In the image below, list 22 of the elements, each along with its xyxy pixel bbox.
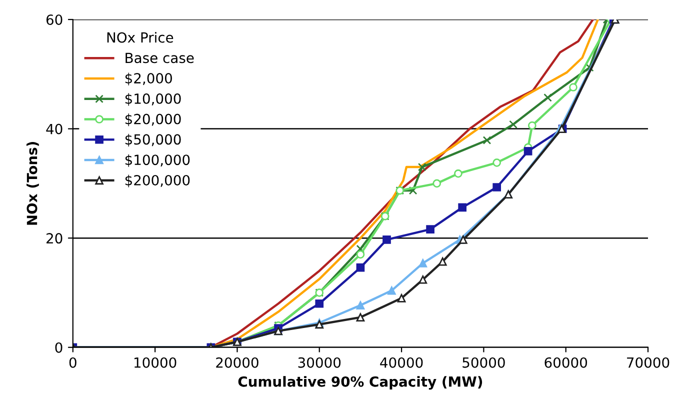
legend-label: $20,000: [125, 114, 181, 126]
x-tick-label: 30000: [298, 357, 341, 368]
legend-label: $50,000: [125, 134, 181, 147]
legend-label: $10,000: [125, 93, 181, 106]
x-axis-title: Cumulative 90% Capacity (MW): [238, 376, 482, 390]
legend-title: NOx Price: [107, 32, 174, 43]
legend-label: $2,000: [125, 72, 172, 86]
x-tick-label: 60000: [544, 357, 588, 368]
legend-label: $100,000: [125, 154, 190, 167]
y-tick-label: 60: [46, 14, 62, 25]
x-tick-label: 20000: [216, 357, 258, 368]
y-tick-label: 40: [46, 124, 62, 134]
y-axis-title: NOx (Tons): [26, 142, 39, 225]
legend-label: Base case: [126, 52, 194, 64]
x-tick-label: 10000: [134, 357, 176, 368]
x-tick-label: 0: [69, 357, 76, 368]
x-tick-label: 40000: [380, 357, 423, 368]
x-tick-label: 70000: [627, 357, 670, 368]
y-tick-label: 20: [46, 233, 62, 244]
legend-label: $200,000: [125, 174, 190, 188]
y-tick-label: 0: [55, 342, 62, 353]
x-tick-label: 50000: [462, 357, 505, 368]
